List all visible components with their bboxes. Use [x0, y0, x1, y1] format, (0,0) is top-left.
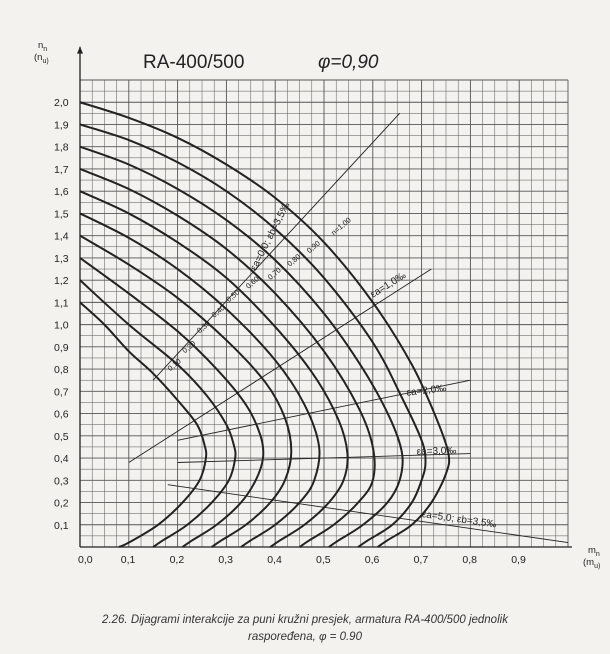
curve-2 [79, 279, 237, 548]
curve-label: 0,20 [180, 339, 197, 355]
y-tick-label: 0,8 [54, 364, 69, 376]
y-tick-label: 0,9 [54, 342, 69, 354]
y-tick-label: 1,7 [54, 164, 69, 176]
y-tick-label: 1,3 [54, 253, 69, 265]
curve-5 [79, 212, 321, 548]
curve-label: 0,30 [195, 319, 212, 335]
y-tick-label: 1,5 [54, 208, 69, 220]
x-tick-label: 0,5 [316, 554, 331, 566]
strain-line [177, 453, 471, 463]
y-axis-arrow [77, 46, 83, 54]
strain-line [167, 484, 569, 543]
strain-line-label: εa=3,0‰ [416, 445, 456, 457]
x-tick-label: 0,0 [78, 554, 93, 566]
chart-subtitle: φ=0,90 [318, 52, 379, 73]
curve-9 [79, 123, 427, 548]
x-tick-label: 0,7 [414, 554, 429, 566]
strain-line-label: εa=1,0‰ [369, 270, 409, 300]
x-axis-label: mn [588, 545, 600, 558]
strain-line [177, 379, 471, 441]
curve-label: 0,70 [266, 265, 283, 281]
x-tick-label: 0,3 [218, 554, 233, 566]
y-tick-label: 0,4 [54, 453, 69, 465]
x-tick-label: 0,4 [267, 554, 282, 566]
y-tick-label: 0,2 [54, 498, 69, 510]
y-tick-label: 0,3 [54, 475, 69, 487]
y-tick-label: 0,1 [54, 520, 69, 532]
strain-line [152, 113, 400, 381]
y-tick-label: 2,0 [54, 97, 69, 109]
y-tick-label: 0,6 [54, 409, 69, 421]
x-tick-label: 0,1 [121, 554, 136, 566]
curve-label: 0,10 [166, 357, 183, 373]
y-tick-label: 1,9 [54, 119, 69, 131]
strain-line-label: εa=2,0‰ [406, 383, 447, 399]
y-axis-label: nn [38, 40, 47, 53]
x-tick-label: 0,8 [462, 554, 477, 566]
figure-caption: 2.26. Dijagrami interakcije za puni kruž… [0, 612, 610, 646]
x-tick-label: 0,6 [365, 554, 380, 566]
y-tick-label: 0,7 [54, 386, 69, 398]
curve-1 [79, 301, 208, 548]
caption-line-1: 2.26. Dijagrami interakcije za puni kruž… [102, 614, 508, 626]
curve-8 [79, 145, 404, 548]
x-tick-label: 0,9 [511, 554, 526, 566]
y-axis-label-alt: (nu) [34, 52, 49, 65]
y-tick-label: 1,4 [54, 231, 69, 243]
y-tick-label: 1,6 [54, 186, 69, 198]
curve-6 [79, 190, 349, 548]
x-axis-label-alt: (mu) [583, 557, 600, 570]
curve-label: 0,90 [305, 239, 322, 255]
x-tick-label: 0,2 [170, 554, 185, 566]
y-tick-label: 1,8 [54, 142, 69, 154]
caption-line-2: raspoređena, φ = 0.90 [248, 631, 362, 643]
curve-3 [79, 257, 265, 548]
y-tick-label: 1,0 [54, 320, 69, 332]
curve-7 [79, 168, 376, 548]
curve-4 [79, 234, 293, 548]
y-tick-label: 0,5 [54, 431, 69, 443]
y-tick-label: 1,1 [54, 297, 69, 309]
y-tick-label: 1,2 [54, 275, 69, 287]
curve-label: n=1,00 [329, 215, 353, 237]
curve-10 [79, 101, 451, 548]
chart-title: RA-400/500 [143, 52, 244, 73]
